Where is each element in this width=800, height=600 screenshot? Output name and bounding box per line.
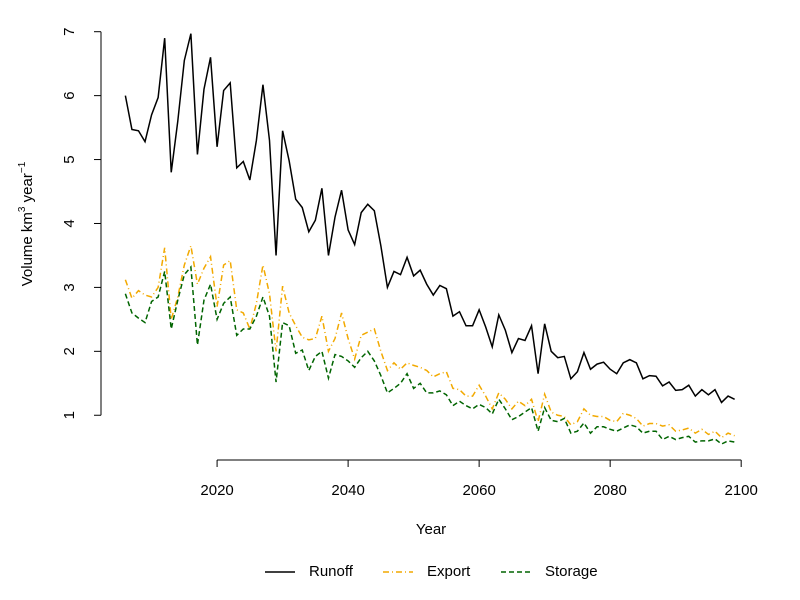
- y-tick-label: 5: [61, 155, 78, 163]
- data-line: [124, 245, 735, 439]
- y-label-part: Volume km: [19, 212, 36, 286]
- x-tick-label: 2020: [200, 482, 233, 499]
- y-tick-label: 1: [61, 411, 78, 419]
- x-tick-label: 2080: [593, 482, 626, 499]
- data-line: [124, 265, 735, 445]
- x-tick-label: 2060: [462, 482, 495, 499]
- legend-label: Runoff: [309, 563, 354, 580]
- data-line: [124, 33, 735, 404]
- y-tick-label: 6: [61, 91, 78, 99]
- legend-label: Storage: [545, 563, 598, 580]
- x-axis-label: Year: [416, 521, 446, 538]
- legend-label: Export: [427, 563, 471, 580]
- x-tick-label: 2040: [331, 482, 364, 499]
- y-tick-label: 7: [61, 28, 78, 36]
- y-label-sup: −1: [17, 161, 28, 173]
- y-label-sup: 3: [17, 206, 28, 212]
- y-label-part: year: [19, 173, 36, 206]
- x-tick-label: 2100: [724, 482, 757, 499]
- y-tick-label: 3: [61, 283, 78, 291]
- y-axis-label: Volume km3 year−1: [17, 161, 36, 286]
- y-tick-label: 4: [61, 219, 78, 227]
- y-tick-label: 2: [61, 347, 78, 355]
